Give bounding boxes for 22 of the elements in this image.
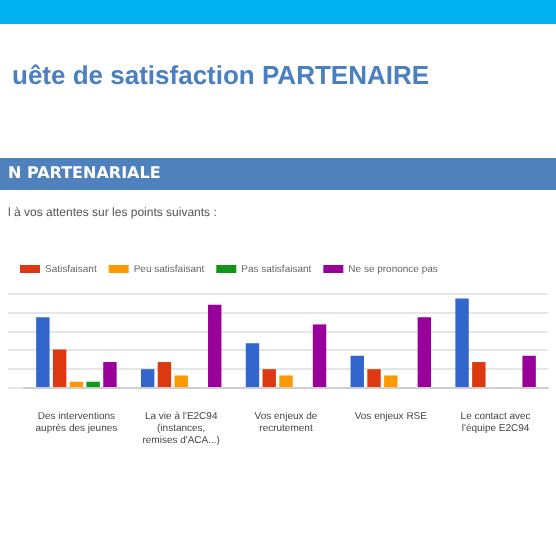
- bar: [36, 317, 50, 387]
- bar: [245, 343, 260, 387]
- bar: [279, 375, 293, 387]
- bar: [174, 375, 188, 387]
- bar: [384, 375, 398, 387]
- bar: [312, 324, 327, 387]
- bar: [472, 362, 486, 387]
- bar: [140, 369, 155, 387]
- chart-title: uête de satisfaction PARTENAIRE: [12, 60, 430, 90]
- text: N PARTENARIALE: [8, 164, 161, 182]
- bar: [350, 355, 364, 387]
- bar: [417, 317, 432, 387]
- bar: [522, 355, 536, 387]
- bar: [157, 362, 172, 387]
- bar: [367, 369, 381, 387]
- bar: [86, 381, 100, 387]
- bar: [103, 362, 117, 387]
- bar: [455, 298, 469, 387]
- bar: [208, 304, 222, 387]
- bar: [52, 349, 67, 387]
- bar: [262, 369, 276, 387]
- bar: [69, 381, 84, 387]
